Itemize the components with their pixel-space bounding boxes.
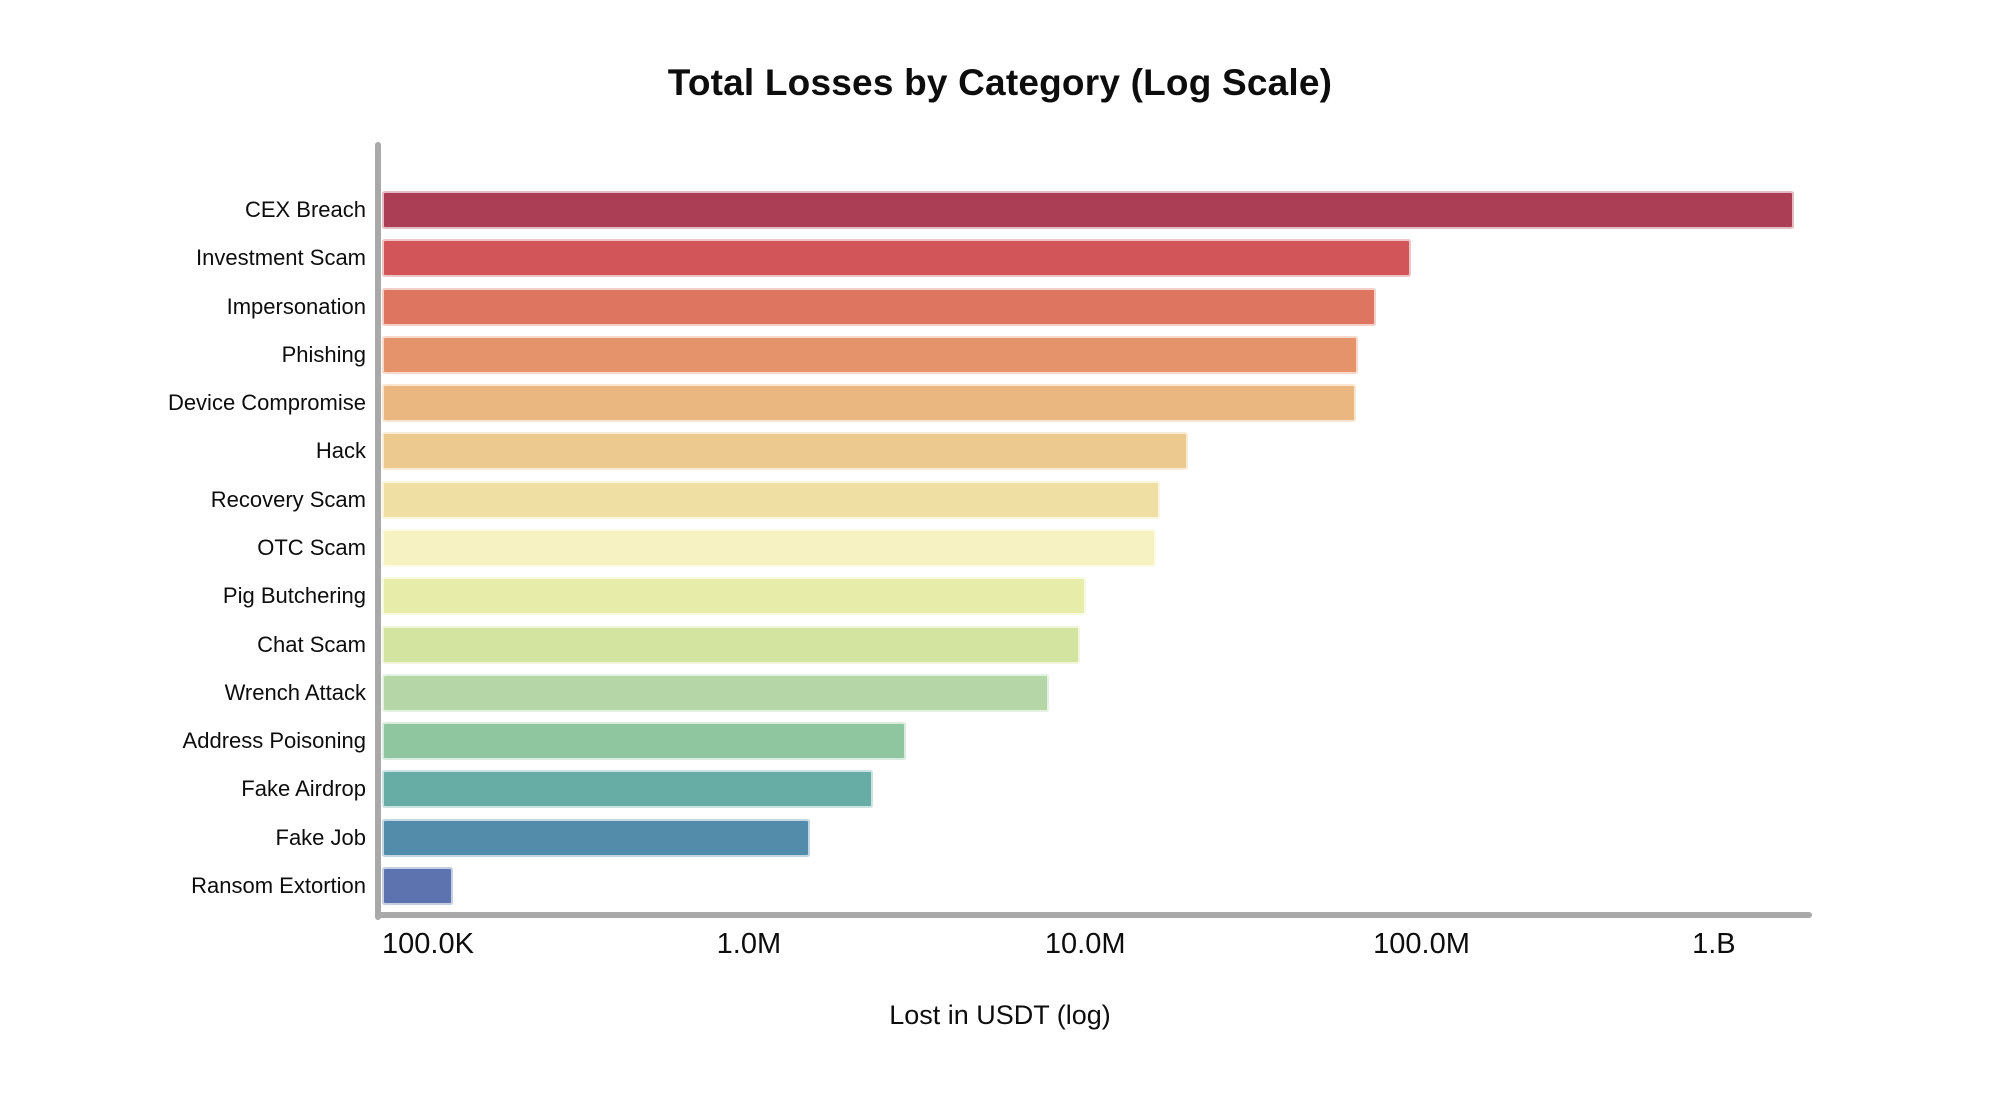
- y-tick-label: Pig Butchering: [222, 583, 366, 609]
- plot-area: [384, 145, 1807, 915]
- y-axis-labels: CEX Breach Investment Scam Impersonation Ph…: [0, 145, 366, 915]
- bar-wrench-attack: [384, 675, 1048, 710]
- y-tick-label: Device Compromise: [167, 390, 366, 416]
- x-tick-label: 100.0K: [382, 928, 474, 960]
- y-tick-label: Phishing: [281, 341, 366, 367]
- x-tick-label: 1.B: [1692, 928, 1736, 960]
- y-tick-label: Chat Scam: [257, 631, 366, 657]
- y-tick-label: Fake Airdrop: [241, 776, 366, 802]
- x-axis-ticks: 100.0K 1.0M 10.0M 100.0M 1.B: [380, 928, 1807, 968]
- bar-chat-scam: [384, 627, 1078, 662]
- bar-cex-breach: [384, 193, 1792, 227]
- y-tick-label: Hack: [315, 438, 366, 464]
- bar-ransom-extortion: [384, 869, 451, 903]
- x-axis-line: [375, 912, 1812, 918]
- y-tick-label: Impersonation: [226, 293, 366, 319]
- x-tick-label: 100.0M: [1373, 928, 1470, 960]
- y-tick-label: Fake Job: [275, 824, 367, 850]
- bar-investment-scam: [384, 241, 1410, 276]
- bar-fake-job: [384, 820, 809, 855]
- y-axis-line: [375, 142, 381, 920]
- y-tick-label: OTC Scam: [257, 535, 366, 560]
- bar-fake-airdrop: [384, 772, 871, 807]
- x-tick-label: 10.0M: [1044, 928, 1126, 960]
- y-tick-label: Investment Scam: [196, 245, 366, 271]
- bar-recovery-scam: [384, 482, 1159, 517]
- bar-device-compromise: [384, 386, 1355, 421]
- bar-address-poisoning: [384, 724, 905, 759]
- y-tick-label: Wrench Attack: [224, 679, 366, 705]
- bar-pig-butchering: [384, 579, 1084, 614]
- y-tick-label: CEX Breach: [244, 197, 366, 222]
- chart-title: Total Losses by Category (Log Scale): [667, 62, 1333, 103]
- y-tick-label: Ransom Extortion: [191, 873, 366, 898]
- x-axis-title: Lost in USDT (log): [889, 1000, 1111, 1030]
- bar-impersonation: [384, 289, 1374, 324]
- bar-phishing: [384, 337, 1357, 372]
- x-tick-label: 1.0M: [716, 928, 782, 960]
- y-tick-label: Recovery Scam: [210, 486, 366, 512]
- y-tick-label: Address Poisoning: [182, 728, 366, 754]
- bar-otc-scam: [384, 531, 1154, 565]
- bar-hack: [384, 434, 1187, 469]
